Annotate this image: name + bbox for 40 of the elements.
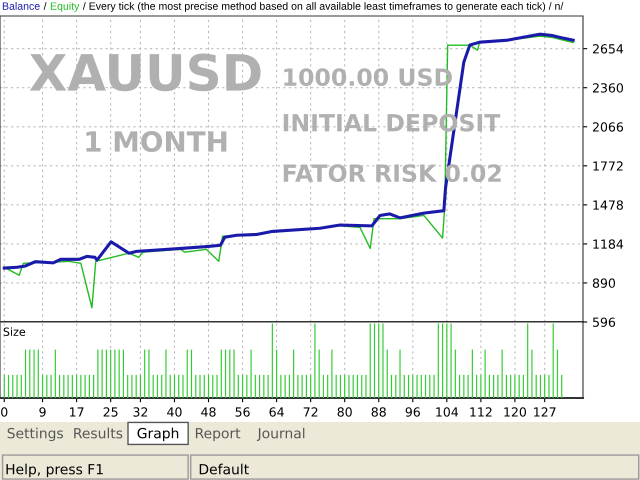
text: Default xyxy=(200,464,249,474)
text: Balance xyxy=(2,2,40,10)
text: Results xyxy=(74,428,122,438)
x-tick-label: 127 xyxy=(534,407,556,417)
text: Journal xyxy=(256,428,304,442)
chart-title: Size xyxy=(4,327,26,336)
x-tick-label: 40 xyxy=(167,407,182,417)
x-tick-label: 64 xyxy=(270,407,284,417)
x-tick-label: 104 xyxy=(436,407,458,417)
x-tick-label: 9 xyxy=(39,407,46,417)
y-tick-label: 890 xyxy=(592,278,616,288)
y-tick-label: 1478 xyxy=(593,200,623,210)
x-tick-label: 112 xyxy=(470,407,492,417)
x-tick-label: 32 xyxy=(133,407,148,417)
text: Report xyxy=(196,428,240,442)
x-tick-label: 0 xyxy=(1,407,8,417)
y-tick-label: 2360 xyxy=(592,83,624,93)
x-tick-label: 88 xyxy=(372,407,386,417)
text: Help, press F1 xyxy=(6,464,103,478)
y-tick-label: 2654 xyxy=(592,44,624,54)
x-tick-label: 25 xyxy=(104,407,118,417)
x-tick-label: 17 xyxy=(70,407,84,417)
chart-title: / Every tick (the most precise method based on all available least timeframes to generate each tick) / n/ xyxy=(82,2,564,12)
text: / xyxy=(44,2,47,10)
x-tick-label: 72 xyxy=(304,407,318,417)
text: Graph xyxy=(138,428,178,442)
y-tick-label: 1772 xyxy=(593,161,623,171)
text: Settings xyxy=(8,428,64,442)
x-tick-label: 56 xyxy=(236,407,250,417)
y-tick-label: 1184 xyxy=(593,239,624,249)
text: Equity xyxy=(50,2,80,12)
y-tick-label: 2066 xyxy=(592,122,624,132)
annotation: XAUUSD xyxy=(30,53,261,92)
x-tick-label: 96 xyxy=(406,407,420,417)
x-tick-label: 120 xyxy=(504,407,526,417)
x-tick-label: 80 xyxy=(338,407,352,417)
line-series xyxy=(2,32,575,270)
x-tick-label: 48 xyxy=(201,407,216,417)
annotation: 1 MONTH xyxy=(86,131,226,152)
y-tick-label: 596 xyxy=(592,317,616,327)
